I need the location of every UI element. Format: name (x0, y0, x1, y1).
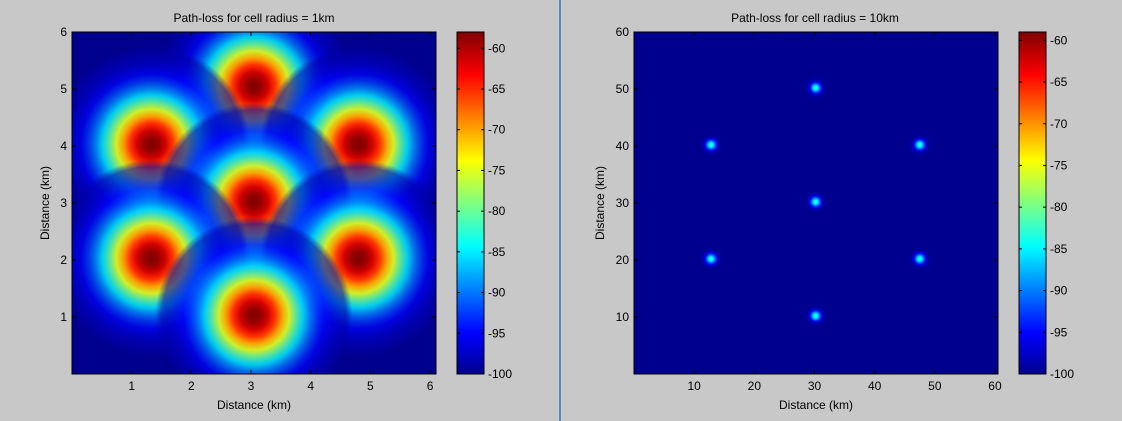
x-tick-label: 2 (188, 379, 195, 393)
pathloss-10km-chart: 10 20 30 40 50 60 10 20 30 40 50 60 Path-loss for ce… (593, 11, 1074, 412)
colorbar-tick-label: -65 (488, 82, 506, 96)
colorbar-tick-label: -100 (1050, 367, 1074, 381)
colorbar-tick-label: -60 (1050, 33, 1068, 47)
x-tick-label: 6 (427, 379, 434, 393)
x-tick-label: 1 (128, 379, 135, 393)
colorbar-tick-label: -60 (488, 41, 506, 55)
base-station-spot (700, 248, 722, 270)
x-tick-label: 20 (748, 379, 762, 393)
y-tick-label: 50 (616, 82, 630, 96)
y-tick-label: 10 (616, 310, 630, 324)
colorbar-tick-label: -95 (488, 326, 506, 340)
base-station-spot (804, 77, 827, 99)
base-station-spot (908, 134, 931, 156)
colorbar-tick-label: -85 (1050, 242, 1068, 256)
right-figure-panel: 10 20 30 40 50 60 10 20 30 40 50 60 Path-loss for ce… (561, 0, 1122, 421)
colorbar-tick-label: -90 (488, 286, 506, 300)
x-tick-label: 30 (808, 379, 822, 393)
base-station-spot (700, 134, 722, 156)
x-tick-label: 5 (367, 379, 374, 393)
chart-title: Path-loss for cell radius = 10km (731, 11, 899, 25)
x-tick-label: 40 (868, 379, 882, 393)
pathloss-1km-chart: 1 2 3 4 5 6 1 2 3 4 5 6 Path-loss for cell radius = … (38, 11, 512, 412)
y-tick-label: 60 (616, 25, 630, 39)
y-tick-label: 20 (616, 253, 630, 267)
colorbar-tick-label: -75 (488, 163, 506, 177)
x-axis-label: Distance (km) (779, 398, 853, 412)
x-tick-label: 60 (988, 379, 1002, 393)
y-tick-label: 6 (60, 25, 67, 39)
y-tick-label: 4 (60, 139, 67, 153)
x-tick-label: 4 (307, 379, 314, 393)
x-axis-label: Distance (km) (217, 398, 291, 412)
y-tick-label: 1 (60, 310, 67, 324)
colorbar-tick-label: -95 (1050, 325, 1068, 339)
base-station-spot (155, 216, 353, 374)
colorbar-tick-label: -80 (488, 204, 506, 218)
y-axis-label: Distance (km) (38, 166, 52, 240)
colorbar-tick-label: -65 (1050, 75, 1068, 89)
y-axis-label: Distance (km) (593, 166, 607, 240)
x-tick-label: 3 (248, 379, 255, 393)
left-figure-panel: 1 2 3 4 5 6 1 2 3 4 5 6 Path-loss for cell radius = … (0, 0, 559, 421)
y-tick-label: 2 (60, 253, 67, 267)
x-tick-label: 10 (687, 379, 701, 393)
colorbar-tick-label: -85 (488, 245, 506, 259)
colorbar-tick-label: -75 (1050, 158, 1068, 172)
colorbar (1018, 31, 1047, 375)
y-tick-label: 40 (616, 139, 630, 153)
base-station-spot (908, 248, 931, 270)
colorbar-tick-label: -70 (1050, 117, 1068, 131)
base-station-spot (804, 191, 827, 213)
y-tick-label: 3 (60, 196, 67, 210)
colorbar-tick-label: -90 (1050, 284, 1068, 298)
panel-divider (559, 0, 561, 421)
colorbar-tick-label: -100 (488, 367, 512, 381)
y-tick-label: 5 (60, 82, 67, 96)
colorbar-tick-label: -80 (1050, 200, 1068, 214)
x-tick-label: 50 (928, 379, 942, 393)
chart-title: Path-loss for cell radius = 1km (173, 11, 334, 25)
colorbar-tick-label: -70 (488, 123, 506, 137)
y-tick-label: 30 (616, 196, 630, 210)
base-station-spot (804, 305, 827, 327)
colorbar (456, 31, 485, 375)
